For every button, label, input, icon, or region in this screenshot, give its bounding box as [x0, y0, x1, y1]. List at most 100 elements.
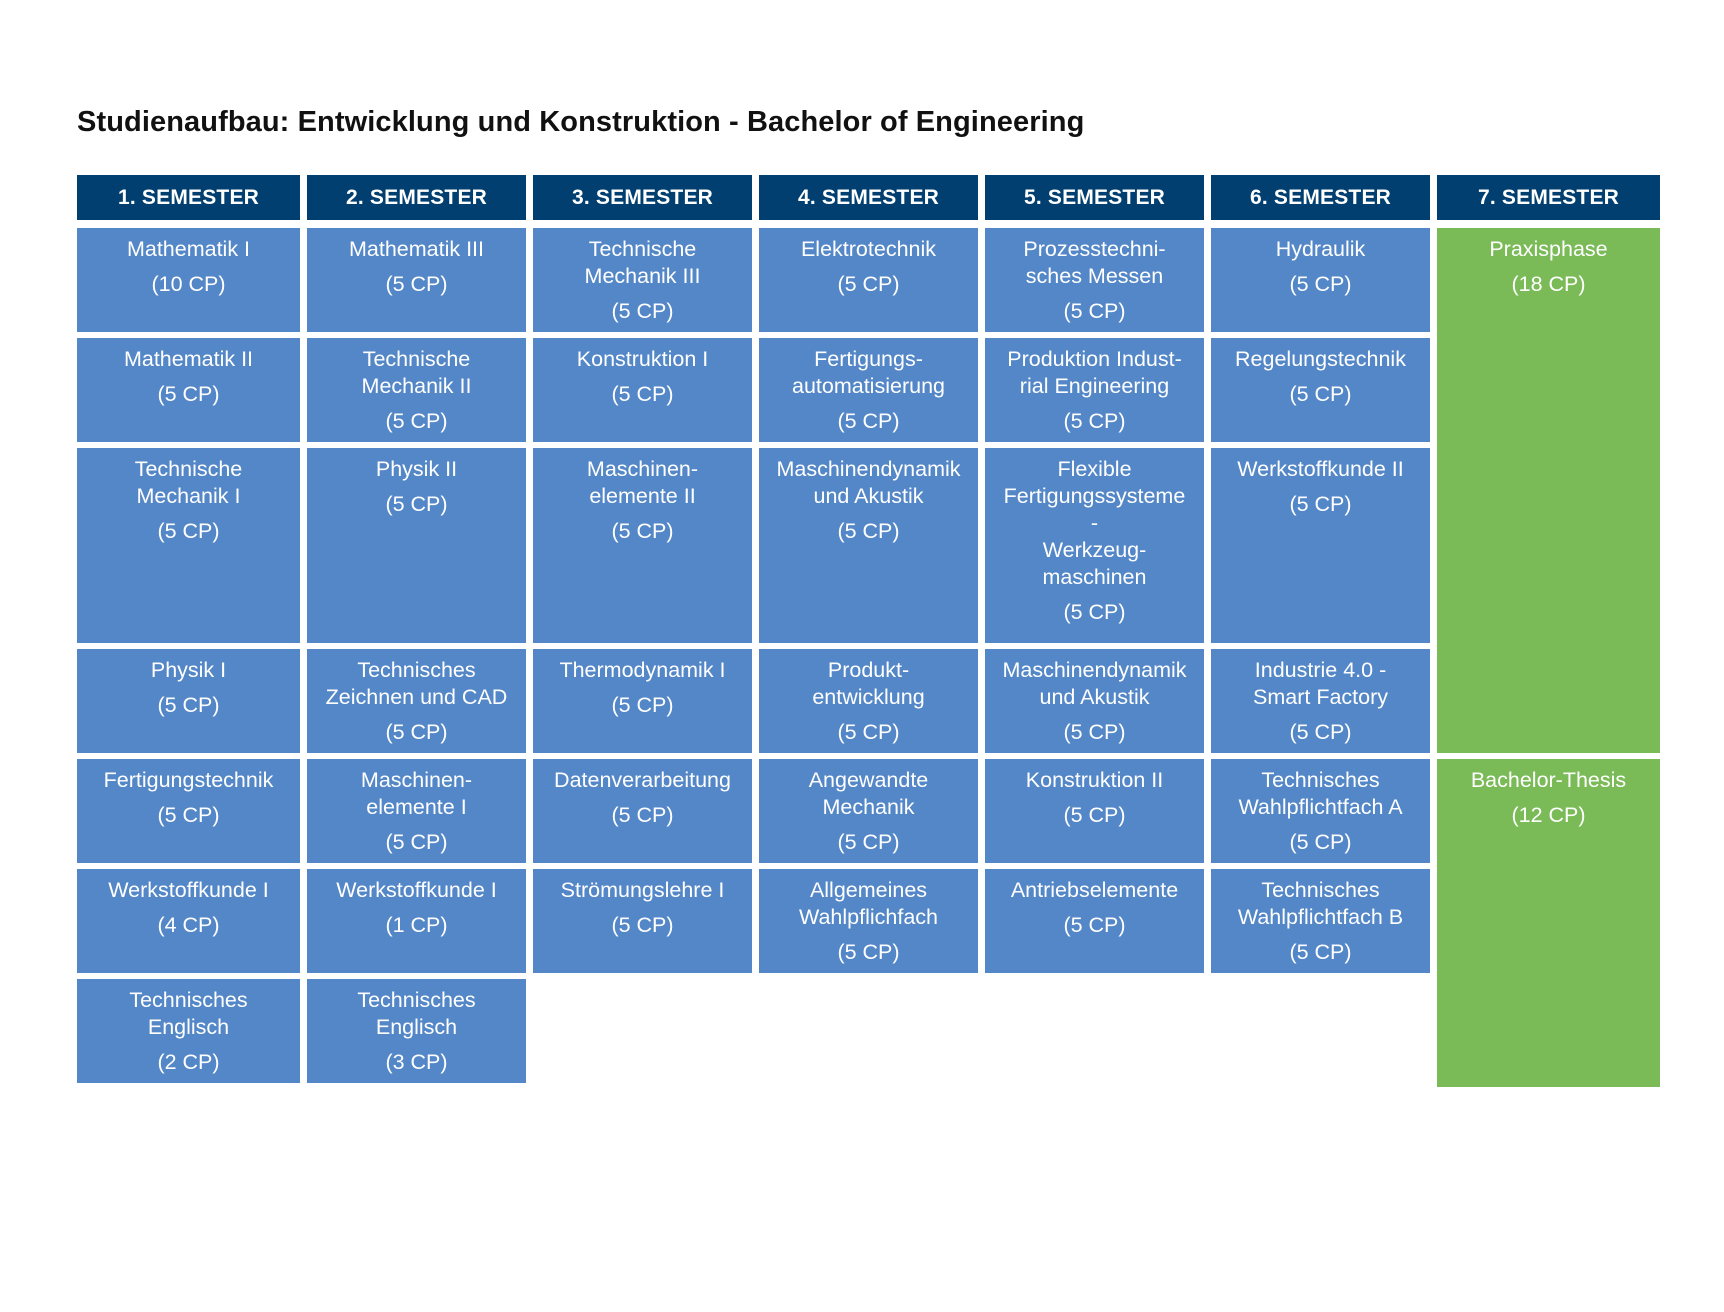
module-cell: Allgemeines Wahlpflichfach (5 CP): [759, 869, 978, 973]
module-name: Maschinen- elemente I: [360, 768, 473, 819]
semester-header: 1. SEMESTER: [77, 175, 300, 220]
module-credits: (3 CP): [385, 1050, 448, 1074]
module-credits: (5 CP): [1063, 720, 1126, 744]
module-cell: Werkstoffkunde I (1 CP): [307, 869, 526, 973]
module-cell: Technisches Englisch (3 CP): [307, 979, 526, 1083]
module-cell: Maschinen- elemente II (5 CP): [533, 448, 752, 643]
module-cell: Maschinendynamik und Akustik (5 CP): [759, 448, 978, 643]
module-name: Produkt- entwicklung: [812, 658, 925, 709]
module-name: Prozesstechni- sches Messen: [1023, 237, 1166, 288]
module-cell: Technisches Englisch (2 CP): [77, 979, 300, 1083]
module-cell: Fertigungs- automatisierung (5 CP): [759, 338, 978, 442]
module-credits: (12 CP): [1511, 803, 1586, 827]
module-credits: (5 CP): [1289, 720, 1352, 744]
module-name: Technisches Wahlpflichtfach A: [1238, 768, 1403, 819]
module-credits: (5 CP): [1289, 830, 1352, 854]
module-name: Hydraulik: [1275, 237, 1366, 261]
module-name: Mathematik I: [126, 237, 251, 261]
module-credits: (5 CP): [837, 519, 900, 543]
module-cell: Physik II (5 CP): [307, 448, 526, 643]
module-name: Maschinen- elemente II: [586, 457, 699, 508]
module-name: Technische Mechanik I: [134, 457, 243, 508]
module-cell: Strömungslehre I (5 CP): [533, 869, 752, 973]
module-credits: (5 CP): [837, 830, 900, 854]
module-credits: (5 CP): [157, 803, 220, 827]
module-cell: Konstruktion I (5 CP): [533, 338, 752, 442]
module-credits: (5 CP): [611, 803, 674, 827]
module-name: Allgemeines Wahlpflichfach: [798, 878, 938, 929]
module-name: Thermodynamik I: [559, 658, 726, 682]
module-name: Maschinendynamik und Akustik: [1002, 658, 1187, 709]
semester-header: 7. SEMESTER: [1437, 175, 1660, 220]
module-credits: (5 CP): [1063, 803, 1126, 827]
module-credits: (5 CP): [1063, 299, 1126, 323]
module-cell: Antriebselemente (5 CP): [985, 869, 1204, 973]
module-cell: Werkstoffkunde II (5 CP): [1211, 448, 1430, 643]
module-credits: (5 CP): [1063, 409, 1126, 433]
module-name: Angewandte Mechanik: [808, 768, 929, 819]
semester-header: 5. SEMESTER: [985, 175, 1204, 220]
module-credits: (18 CP): [1511, 272, 1586, 296]
module-name: Konstruktion I: [576, 347, 709, 371]
module-name: Werkstoffkunde II: [1237, 457, 1404, 481]
module-cell: Thermodynamik I (5 CP): [533, 649, 752, 753]
module-credits: (5 CP): [385, 272, 448, 296]
module-cell: Prozesstechni- sches Messen (5 CP): [985, 228, 1204, 332]
module-cell: Angewandte Mechanik (5 CP): [759, 759, 978, 863]
module-credits: (5 CP): [837, 409, 900, 433]
module-name: Fertigungs- automatisierung: [792, 347, 945, 398]
module-credits: (5 CP): [1289, 492, 1352, 516]
module-cell: Technisches Zeichnen und CAD (5 CP): [307, 649, 526, 753]
module-credits: (4 CP): [157, 913, 220, 937]
module-credits: (5 CP): [837, 272, 900, 296]
module-credits: (5 CP): [385, 492, 448, 516]
module-cell: Flexible Fertigungssysteme - Werkzeug- m…: [985, 448, 1204, 643]
module-cell: Regelungstechnik (5 CP): [1211, 338, 1430, 442]
module-name: Technische Mechanik II: [361, 347, 472, 398]
module-cell: Technisches Wahlpflichtfach A (5 CP): [1211, 759, 1430, 863]
module-name: Konstruktion II: [1025, 768, 1164, 792]
module-credits: (5 CP): [1289, 940, 1352, 964]
module-credits: (5 CP): [611, 382, 674, 406]
module-cell: Technische Mechanik I (5 CP): [77, 448, 300, 643]
module-credits: (5 CP): [611, 299, 674, 323]
module-credits: (5 CP): [157, 519, 220, 543]
module-name: Industrie 4.0 - Smart Factory: [1253, 658, 1388, 709]
module-credits: (5 CP): [611, 693, 674, 717]
module-name: Antriebselemente: [1010, 878, 1179, 902]
module-credits: (5 CP): [385, 830, 448, 854]
module-credits: (2 CP): [157, 1050, 220, 1074]
module-cell: Technische Mechanik II (5 CP): [307, 338, 526, 442]
module-name: Praxisphase: [1489, 237, 1608, 261]
module-name: Technisches Englisch: [357, 988, 476, 1039]
module-name: Flexible Fertigungssysteme - Werkzeug- m…: [1003, 457, 1186, 589]
module-name: Mathematik II: [123, 347, 254, 371]
module-credits: (5 CP): [157, 693, 220, 717]
module-cell: Produktion Indust- rial Engineering (5 CP…: [985, 338, 1204, 442]
module-cell: Mathematik I (10 CP): [77, 228, 300, 332]
module-cell: Physik I (5 CP): [77, 649, 300, 753]
module-credits: (5 CP): [611, 519, 674, 543]
module-cell: Konstruktion II (5 CP): [985, 759, 1204, 863]
module-cell: Technisches Wahlpflichtfach B (5 CP): [1211, 869, 1430, 973]
module-name: Strömungslehre I: [560, 878, 725, 902]
module-name: Maschinendynamik und Akustik: [776, 457, 961, 508]
module-cell: Fertigungstechnik (5 CP): [77, 759, 300, 863]
module-cell: Werkstoffkunde I (4 CP): [77, 869, 300, 973]
module-cell: Maschinen- elemente I (5 CP): [307, 759, 526, 863]
module-name: Technisches Zeichnen und CAD: [325, 658, 508, 709]
semester-header: 3. SEMESTER: [533, 175, 752, 220]
phase-cell: Praxisphase (18 CP): [1437, 228, 1660, 753]
module-name: Bachelor-Thesis: [1470, 768, 1627, 792]
module-credits: (10 CP): [151, 272, 226, 296]
module-credits: (5 CP): [837, 720, 900, 744]
semester-header: 6. SEMESTER: [1211, 175, 1430, 220]
module-cell: Datenverarbeitung (5 CP): [533, 759, 752, 863]
module-credits: (5 CP): [837, 940, 900, 964]
semester-header: 2. SEMESTER: [307, 175, 526, 220]
module-cell: Elektrotechnik (5 CP): [759, 228, 978, 332]
module-name: Regelungstechnik: [1235, 347, 1406, 371]
module-name: Physik I: [150, 658, 227, 682]
module-cell: Produkt- entwicklung (5 CP): [759, 649, 978, 753]
module-name: Technisches Wahlpflichtfach B: [1237, 878, 1404, 929]
